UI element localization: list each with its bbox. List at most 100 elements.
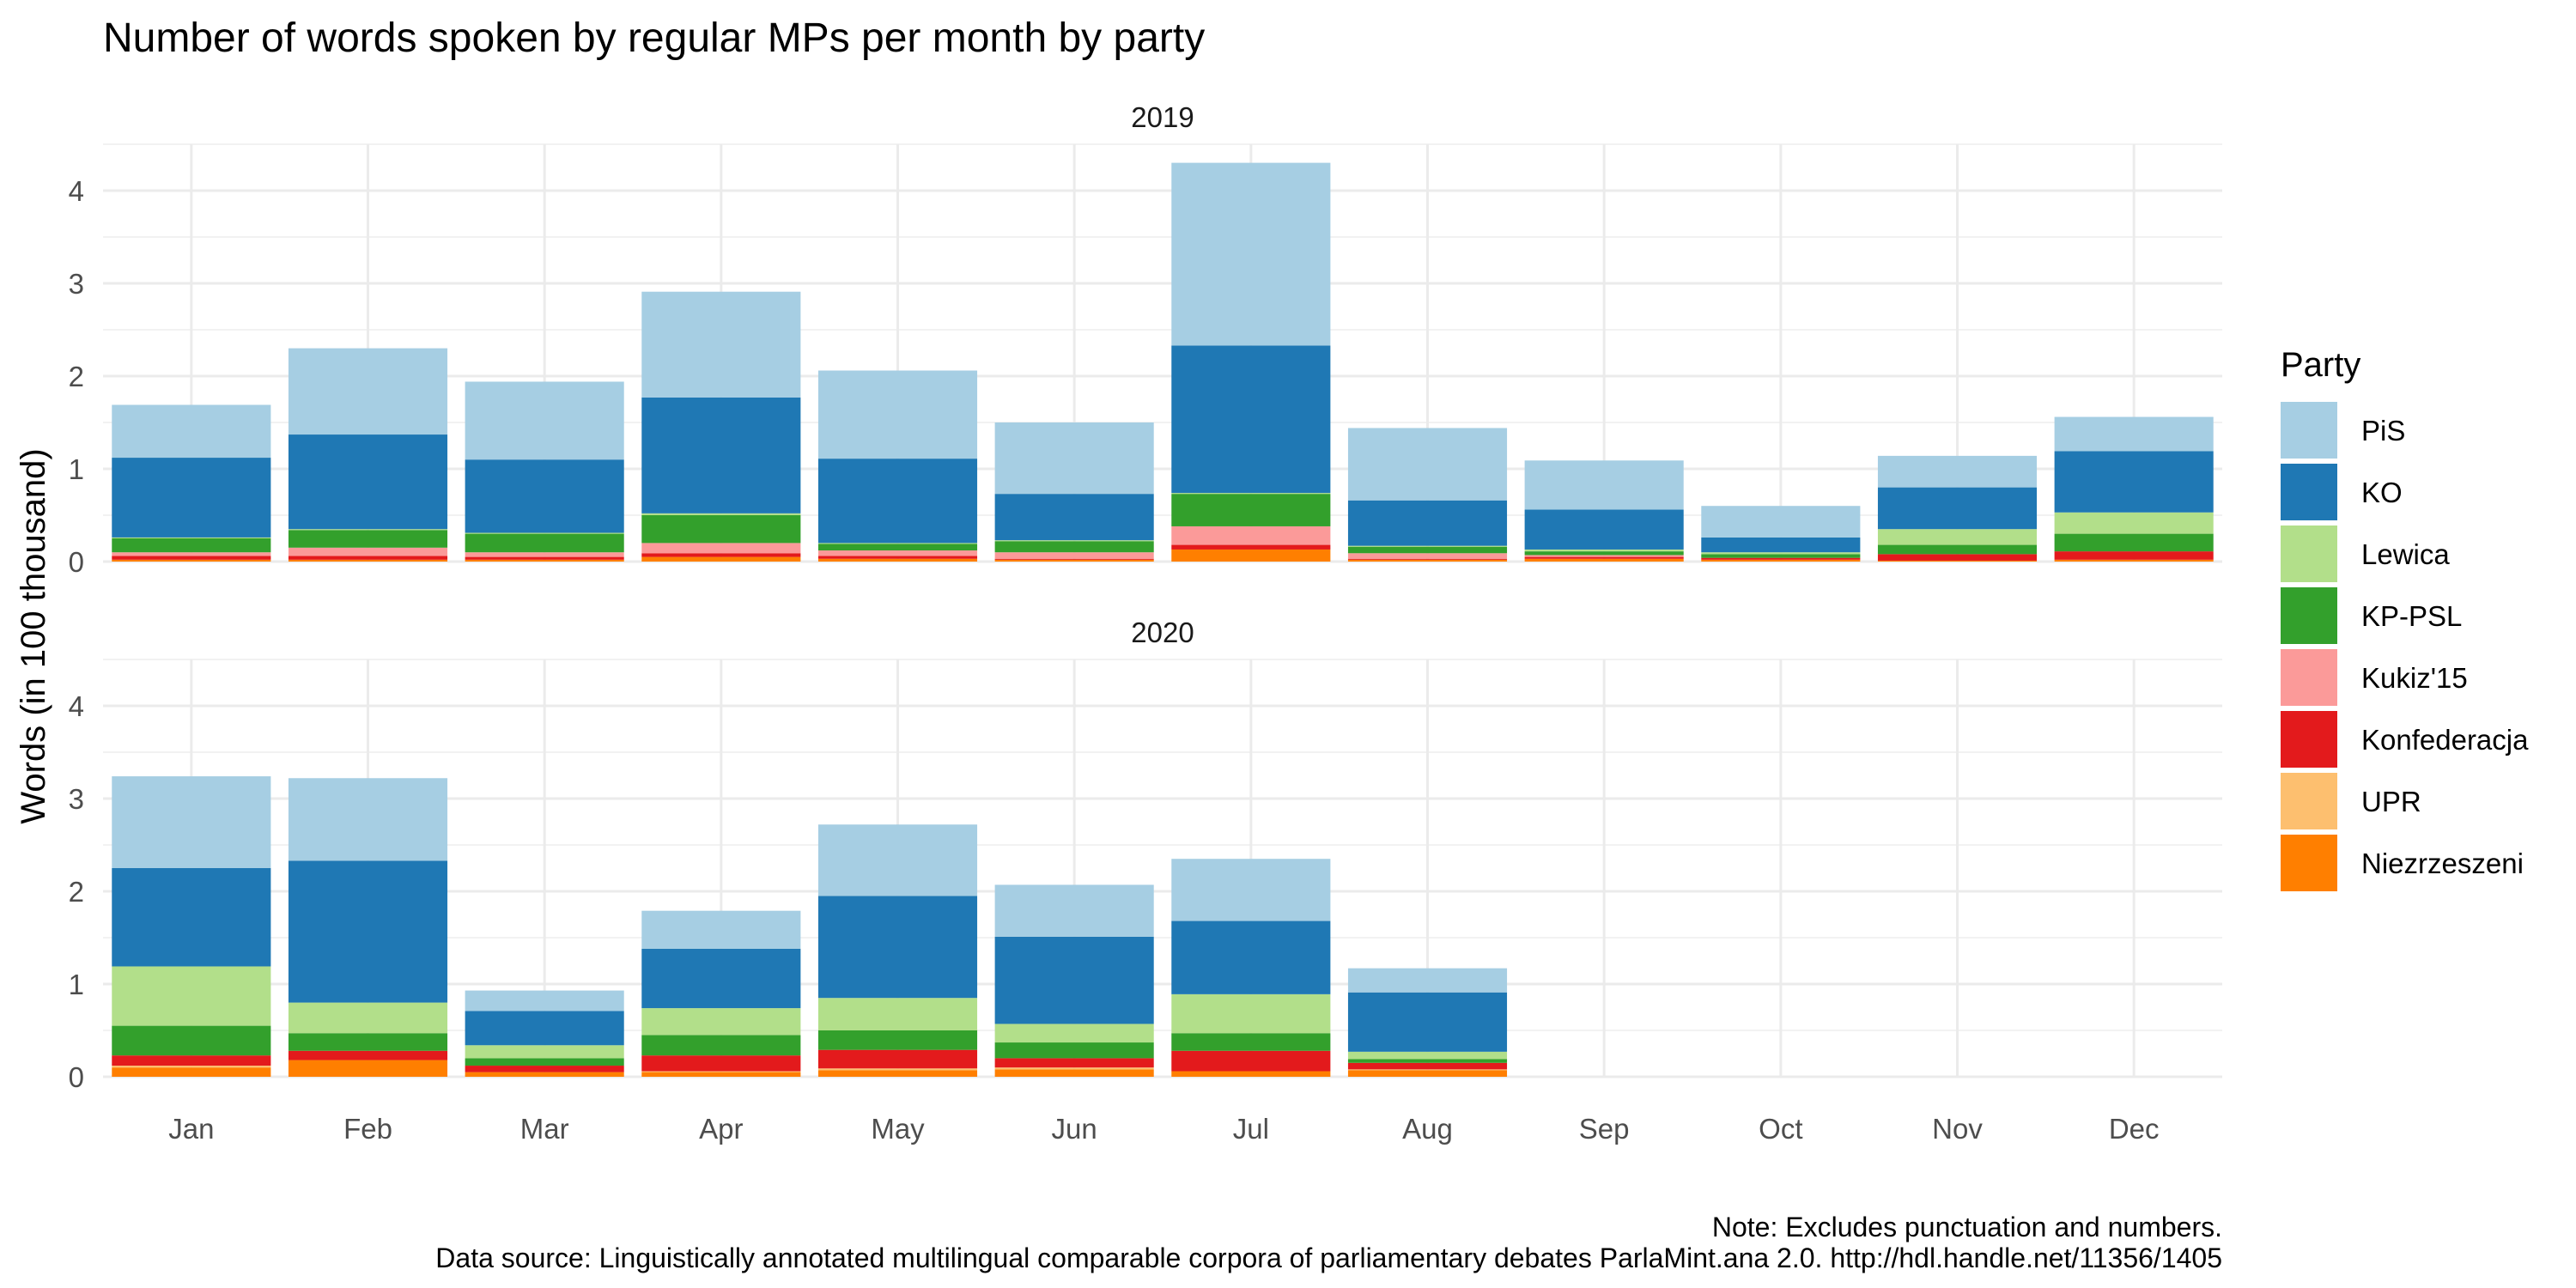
bar-segment <box>994 552 1154 559</box>
x-tick-label: Jul <box>1233 1113 1269 1145</box>
bar-segment <box>994 559 1154 562</box>
bar-segment <box>1171 526 1331 545</box>
y-tick-label: 2 <box>69 361 84 392</box>
bar-segment <box>465 552 624 557</box>
bar-segment <box>1701 557 1861 560</box>
bar-segment <box>817 544 978 551</box>
bar-segment <box>817 543 978 544</box>
bar-segment <box>1701 552 1861 555</box>
y-axis-label: Words (in 100 thousand) <box>15 448 52 823</box>
bar-segment <box>288 778 448 861</box>
bar-segment <box>465 532 624 534</box>
bar-segment <box>288 1050 448 1060</box>
bar-segment <box>1171 1050 1331 1072</box>
caption-source: Data source: Linguistically annotated mu… <box>435 1242 2222 1273</box>
facet-label-2020: 2020 <box>1131 617 1194 648</box>
bar-segment <box>465 1011 624 1046</box>
bar-segment <box>994 494 1154 541</box>
x-tick-label: May <box>871 1113 925 1145</box>
bar-segment <box>994 884 1154 937</box>
bar-segment <box>641 1035 801 1056</box>
bar-segment <box>1701 554 1861 558</box>
x-tick-label: Apr <box>699 1113 743 1145</box>
bar-segment <box>465 556 624 560</box>
bar-segment <box>1877 554 2038 561</box>
bar-segment <box>641 397 801 513</box>
bar-segment <box>817 896 978 999</box>
bar-segment <box>1347 1069 1508 1071</box>
bar-segment <box>817 558 978 562</box>
bar-segment <box>1171 544 1331 550</box>
bar-segment <box>817 824 978 896</box>
bar-segment <box>1524 551 1684 556</box>
bar-segment <box>1877 544 2038 555</box>
bar-segment <box>1524 556 1684 559</box>
bar-segment <box>465 381 624 460</box>
x-tick-label: Mar <box>520 1113 569 1145</box>
bar-segment <box>994 422 1154 495</box>
bar-segment <box>288 556 448 560</box>
bar-segment <box>817 550 978 556</box>
bar-segment <box>112 1066 271 1068</box>
bar-segment <box>1524 555 1684 557</box>
bar-segment <box>1877 529 2038 545</box>
bar-segment <box>465 990 624 1012</box>
bar-segment <box>1347 1059 1508 1063</box>
bar-segment <box>1524 558 1684 562</box>
bar-segment <box>1171 1071 1331 1077</box>
x-tick-label: Aug <box>1402 1113 1453 1145</box>
bar-segment <box>994 541 1154 553</box>
bar-segment <box>1347 558 1508 560</box>
legend-label: KO <box>2361 477 2403 508</box>
bar-segment <box>817 1049 978 1069</box>
bar-segment <box>465 1066 624 1072</box>
bar-segment <box>288 348 448 435</box>
bar-segment <box>1701 506 1861 538</box>
x-tick-label: Jun <box>1052 1113 1097 1145</box>
bar-segment <box>465 1072 624 1077</box>
bar-segment <box>465 559 624 562</box>
bar-segment <box>641 513 801 515</box>
bar-segment <box>817 459 978 544</box>
legend-title: Party <box>2281 346 2360 384</box>
y-tick-label: 1 <box>69 453 84 485</box>
bar-segment <box>288 1060 448 1077</box>
bar-segment <box>112 556 271 560</box>
bar-segment <box>817 1068 978 1071</box>
bar-segment <box>1347 992 1508 1052</box>
bar-segment <box>641 910 801 949</box>
bar-segment <box>112 559 271 562</box>
bar-segment <box>641 1072 801 1077</box>
bar-segment <box>1171 549 1331 562</box>
bar-segment <box>1347 545 1508 547</box>
bar-segment <box>1171 920 1331 994</box>
bar-segment <box>465 533 624 553</box>
bar-segment <box>994 1058 1154 1068</box>
bar-segment <box>641 291 801 398</box>
panel-2019: 0 1 2 3 4 2019 <box>69 101 2222 578</box>
bar-segment <box>465 1045 624 1059</box>
y-tick-label: 3 <box>69 783 84 815</box>
bar-segment <box>1171 859 1331 921</box>
bar-segment <box>1524 460 1684 510</box>
x-tick-label: Feb <box>343 1113 392 1145</box>
chart-panels: 0 1 2 3 4 2019 0 1 2 3 4 2020 <box>69 101 2222 1093</box>
bar-segment <box>817 1070 978 1077</box>
bar-segment <box>112 868 271 967</box>
legend-label: KP-PSL <box>2361 600 2462 632</box>
legend-swatch <box>2281 835 2337 891</box>
bar-segment <box>2054 559 2214 562</box>
legend-label: Kukiz'15 <box>2361 662 2468 694</box>
bar-segment <box>817 1030 978 1050</box>
bar-segment <box>288 1002 448 1034</box>
bar-segment <box>1877 455 2038 488</box>
facet-label-2019: 2019 <box>1131 101 1194 133</box>
bar-segment <box>112 776 271 868</box>
bar-segment <box>1347 428 1508 501</box>
bar-segment <box>112 966 271 1026</box>
legend-label: Konfederacja <box>2361 724 2529 756</box>
caption-note: Note: Excludes punctuation and numbers. <box>1712 1212 2222 1242</box>
bar-segment <box>112 1055 271 1066</box>
bar-segment <box>112 458 271 538</box>
legend-swatch <box>2281 649 2337 706</box>
